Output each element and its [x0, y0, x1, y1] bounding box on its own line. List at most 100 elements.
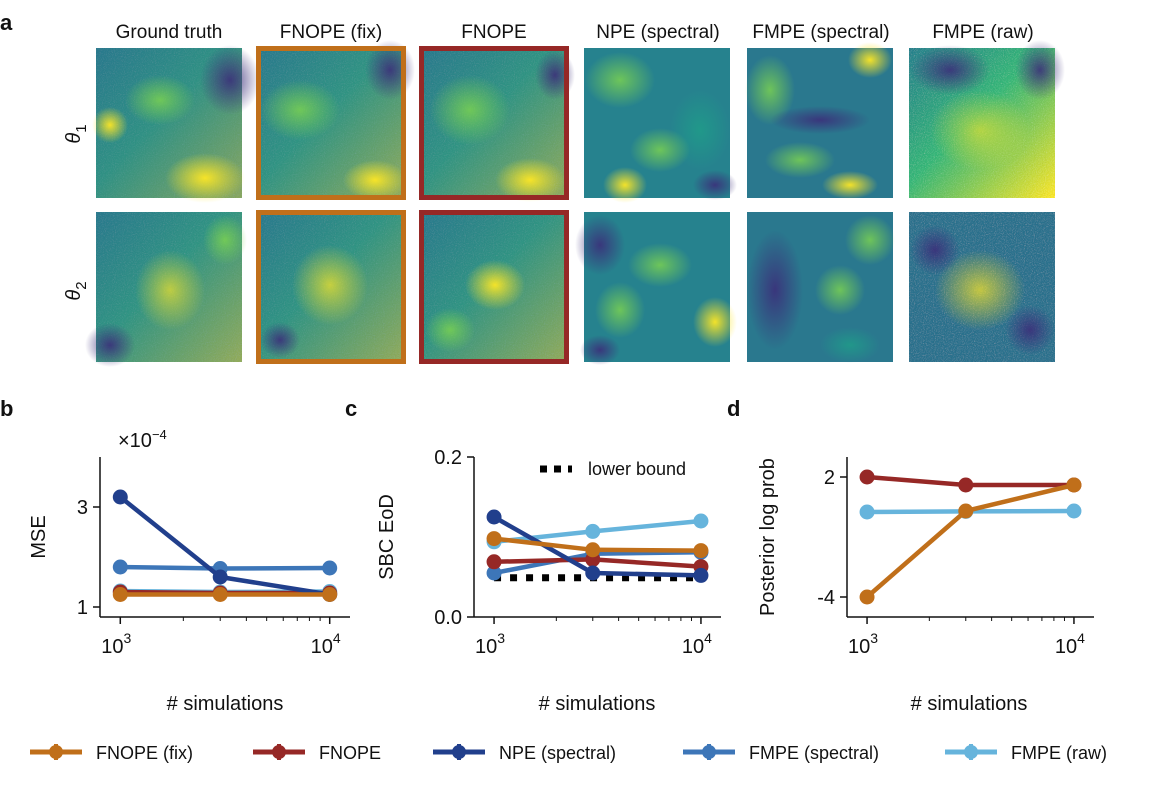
column-title-fnope: FNOPE: [461, 22, 526, 43]
panel-b-xlabel: # simulations: [167, 693, 284, 715]
panel-c-point-fnope_fix-1: [585, 542, 601, 558]
panel-d-ytick-label-1: -4: [817, 587, 835, 609]
panel-b-xtick-base-0: 10: [101, 636, 123, 658]
panel-b-point-fnope_fix-0: [112, 587, 128, 602]
panel-c-xlabel: # simulations: [539, 693, 656, 715]
panel-d-ytick-label-0: 2: [824, 467, 835, 489]
row-label-theta-1-base: θ: [63, 133, 85, 144]
panel-d-ylabel: Posterior log prob: [757, 458, 779, 616]
panel-b-ytick-label-1: 3: [77, 497, 88, 519]
panel-c-xtick-base-1: 10: [682, 636, 704, 658]
panel-c-point-npe_spectral-1: [585, 565, 601, 581]
legend-label-fmpe_spectral: FMPE (spectral): [749, 743, 879, 763]
panel-c: c SBC EoD # simulations lower bound 0.0 0…: [345, 396, 721, 715]
panel-d: d Posterior log prob # simulations 2 -4 10…: [727, 396, 1094, 715]
panel-d-series-fnope_fix: [865, 482, 1075, 599]
panel-c-xtick-label-0: 103: [475, 630, 505, 658]
panel-b-multiplier: ×10−4: [118, 427, 167, 452]
frame-fnope-fix: [256, 46, 406, 200]
panel-c-plot: 0.0 0.2 103 104: [434, 447, 712, 658]
legend-item-fnope: FNOPE: [253, 743, 381, 763]
column-title-fnope-fix: FNOPE (fix): [280, 22, 382, 43]
column-title-fmpe-spectral: FMPE (spectral): [752, 22, 889, 43]
image-fnope-fix-theta-1: [256, 40, 415, 200]
legend-label-fnope_fix: FNOPE (fix): [96, 743, 193, 763]
panel-d-xlabel: # simulations: [911, 693, 1028, 715]
legend-item-fmpe_raw: FMPE (raw): [945, 743, 1107, 763]
image-fmpe-spectral-theta-2: [747, 212, 895, 363]
image-npe-spectral-theta-2: [575, 212, 737, 365]
panel-b-point-fmpe_spectral-2: [322, 560, 338, 576]
row-label-theta-2: θ2: [63, 281, 90, 300]
panel-d-xtick-label-0: 103: [848, 630, 878, 658]
panel-b-ytick-label-0: 1: [77, 597, 88, 619]
panel-d-letter: d: [727, 396, 740, 421]
panel-b-letter: b: [0, 396, 13, 421]
panel-b-xtick-label-0: 103: [101, 630, 131, 658]
legend-marker-fnope_fix: [49, 745, 63, 759]
panel-d-xtick-label-1: 104: [1055, 630, 1085, 658]
row-label-theta-2-base: θ: [63, 290, 85, 301]
frame-fnope: [419, 46, 569, 200]
legend-label-fmpe_raw: FMPE (raw): [1011, 743, 1107, 763]
panel-c-ytick-label-1: 0.2: [434, 447, 462, 469]
panel-b-point-fnope_fix-2: [322, 587, 338, 602]
image-fnope-fix-theta-2: [256, 210, 406, 364]
panel-c-xtick-exp-1: 4: [704, 630, 712, 646]
panel-c-point-npe_spectral-2: [693, 567, 709, 583]
column-title-fmpe-raw: FMPE (raw): [932, 22, 1033, 43]
legend-label-fnope: FNOPE: [319, 743, 381, 763]
image-fnope-theta-1: [419, 46, 575, 202]
panel-b-point-fmpe_spectral-0: [112, 559, 128, 575]
panel-d-point-fnope-0: [859, 469, 875, 485]
legend-marker-npe_spectral: [452, 745, 466, 759]
legend-item-fmpe_spectral: FMPE (spectral): [683, 743, 879, 763]
panel-d-xtick-base-1: 10: [1055, 636, 1077, 658]
panel-c-xtick-label-1: 104: [682, 630, 712, 658]
panel-c-point-fmpe_raw-1: [585, 523, 601, 539]
panel-c-point-fmpe_raw-2: [693, 513, 709, 529]
image-ground-truth-theta-2: [85, 212, 247, 367]
image-npe-spectral-theta-1: [584, 48, 737, 203]
panel-c-letter: c: [345, 396, 357, 421]
legend-marker-fmpe_raw: [964, 745, 978, 759]
panel-d-point-fmpe_raw-0: [859, 504, 875, 520]
panel-b-point-fnope_fix-1: [212, 587, 228, 602]
panel-d-point-fnope_fix-1: [958, 503, 974, 519]
image-fmpe-raw-theta-1: [909, 40, 1065, 198]
legend: FNOPE (fix) FNOPE NPE (spectral) FMPE (spec…: [30, 743, 1107, 763]
column-title-ground-truth: Ground truth: [116, 22, 223, 43]
panel-b-point-npe_spectral-1: [212, 569, 228, 585]
image-fmpe-spectral-theta-1: [745, 42, 893, 199]
panel-b-xtick-exp-1: 4: [333, 630, 341, 646]
panel-d-xtick-exp-0: 3: [870, 630, 878, 646]
panel-d-point-fnope_fix-0: [859, 589, 875, 605]
panel-c-ylabel: SBC EoD: [376, 494, 398, 580]
panel-b-xtick-label-1: 104: [311, 630, 341, 658]
image-fmpe-raw-theta-2: [909, 212, 1055, 362]
panel-d-point-fnope_fix-2: [1066, 477, 1082, 493]
panel-c-legend-lower-bound-label: lower bound: [588, 459, 686, 479]
panel-c-point-fnope_fix-0: [486, 531, 502, 547]
frame-fnope-fix-2: [256, 210, 406, 364]
panel-d-point-fnope-1: [958, 477, 974, 493]
legend-marker-fnope: [272, 745, 286, 759]
panel-b-multiplier-exp: −4: [152, 427, 167, 442]
legend-label-npe_spectral: NPE (spectral): [499, 743, 616, 763]
panel-b-ylabel: MSE: [28, 515, 50, 558]
panel-a: a Ground truth FNOPE (fix) FNOPE NPE (sp…: [0, 10, 1065, 367]
image-ground-truth-theta-1: [92, 45, 260, 203]
panel-b-multiplier-base: ×10: [118, 430, 152, 452]
panel-c-ytick-label-0: 0.0: [434, 607, 462, 629]
panel-c-point-fnope_fix-2: [693, 543, 709, 559]
row-label-theta-1-sub: 1: [73, 124, 90, 132]
panel-d-xtick-exp-1: 4: [1077, 630, 1085, 646]
row-label-theta-1: θ1: [63, 124, 90, 143]
panel-b-point-npe_spectral-0: [112, 489, 128, 505]
row-label-theta-2-sub: 2: [73, 281, 90, 289]
legend-item-npe_spectral: NPE (spectral): [433, 743, 616, 763]
